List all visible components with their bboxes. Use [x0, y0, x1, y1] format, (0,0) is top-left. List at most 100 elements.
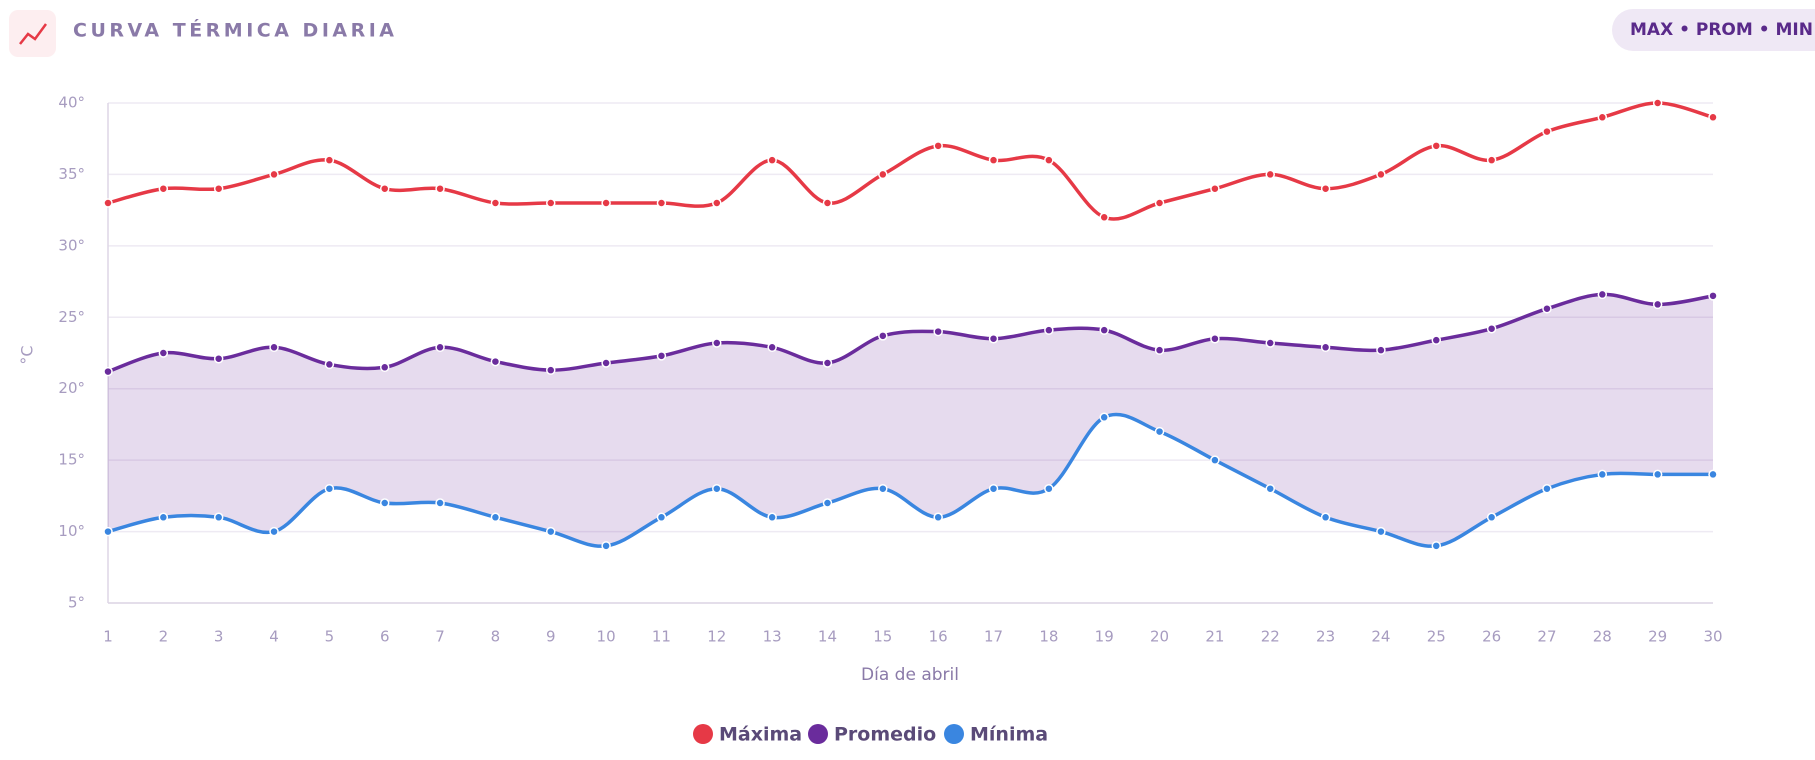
point [767, 512, 777, 523]
point [324, 483, 335, 494]
x-tick-label: 15 [873, 628, 892, 646]
point [656, 512, 667, 523]
point [712, 338, 722, 348]
point [1708, 469, 1718, 480]
point [1652, 98, 1663, 108]
point [213, 512, 224, 523]
point [656, 351, 667, 361]
x-tick-label: 1 [103, 628, 113, 646]
point [1099, 325, 1109, 335]
legend-swatch [944, 724, 964, 744]
point [1210, 183, 1220, 194]
x-tick-label: 24 [1371, 628, 1390, 646]
x-tick-label: 12 [707, 628, 726, 646]
x-tick-label: 13 [763, 628, 782, 646]
point [1486, 323, 1497, 334]
point [1708, 112, 1718, 123]
point [1431, 541, 1442, 551]
x-tick-label: 30 [1703, 628, 1722, 646]
x-tick-label: 3 [214, 628, 224, 646]
x-tick-label: 25 [1427, 628, 1446, 646]
x-tick-label: 4 [269, 628, 279, 646]
point [1044, 325, 1054, 335]
point [269, 342, 279, 353]
point [103, 366, 113, 377]
point [822, 498, 833, 508]
point [1542, 303, 1552, 314]
x-tick-label: 10 [597, 628, 616, 646]
x-tick-label: 8 [491, 628, 501, 646]
point [490, 512, 501, 523]
y-tick-label: 40° [58, 94, 85, 112]
x-tick-label: 18 [1039, 628, 1058, 646]
x-tick-label: 28 [1593, 628, 1612, 646]
point [1044, 155, 1054, 165]
point [933, 512, 943, 523]
point [1044, 483, 1054, 494]
point [435, 498, 445, 508]
point [213, 353, 224, 364]
point [1542, 483, 1552, 494]
point [490, 356, 501, 367]
x-axis-label: Día de abril [861, 665, 959, 685]
badge-text: MAX • PROM • MIN [1630, 20, 1813, 40]
point [546, 365, 556, 375]
point [103, 198, 113, 208]
point [1099, 412, 1109, 423]
legend-swatch [808, 724, 828, 744]
point [1154, 198, 1165, 208]
point [1099, 212, 1109, 223]
x-tick-label: 5 [325, 628, 335, 646]
x-tick-label: 6 [380, 628, 390, 646]
point [435, 342, 445, 353]
x-tick-label: 9 [546, 628, 556, 646]
icon [19, 23, 48, 45]
point [158, 348, 169, 358]
point [546, 526, 556, 537]
point [158, 183, 169, 194]
point [988, 155, 999, 165]
point [988, 483, 999, 494]
series-line [107, 101, 1714, 221]
x-tick-label: 17 [984, 628, 1003, 646]
badge[interactable] [1612, 9, 1815, 51]
point [1597, 469, 1608, 480]
x-tick-label: 26 [1482, 628, 1501, 646]
point [1265, 338, 1275, 348]
point [933, 326, 943, 337]
x-tick-label: 22 [1261, 628, 1280, 646]
point [1154, 345, 1165, 355]
band-area [108, 294, 1713, 547]
point [1265, 169, 1275, 180]
point [1320, 183, 1331, 194]
point [1320, 512, 1331, 523]
point [767, 155, 777, 165]
y-tick-label: 15° [58, 451, 85, 469]
point [1376, 169, 1386, 180]
point [1597, 289, 1608, 300]
point [1486, 155, 1497, 165]
x-tick-label: 14 [818, 628, 837, 646]
point [1154, 426, 1165, 437]
point [490, 198, 501, 208]
point [601, 358, 611, 368]
x-tick-label: 16 [929, 628, 948, 646]
point [324, 155, 335, 165]
point [1320, 342, 1331, 353]
x-tick-label: 27 [1537, 628, 1556, 646]
point [269, 526, 279, 537]
point [1652, 469, 1663, 480]
point [767, 342, 777, 353]
point [601, 541, 611, 551]
point [878, 331, 888, 341]
point [878, 483, 888, 494]
y-tick-label: 30° [58, 236, 85, 254]
y-axis-label: °C [18, 345, 37, 364]
x-tick-label: 23 [1316, 628, 1335, 646]
x-tick-label: 20 [1150, 628, 1169, 646]
x-tick-label: 19 [1095, 628, 1114, 646]
title: CURVA TÉRMICA DIARIA [73, 19, 398, 42]
point [158, 512, 169, 523]
point [601, 198, 611, 208]
